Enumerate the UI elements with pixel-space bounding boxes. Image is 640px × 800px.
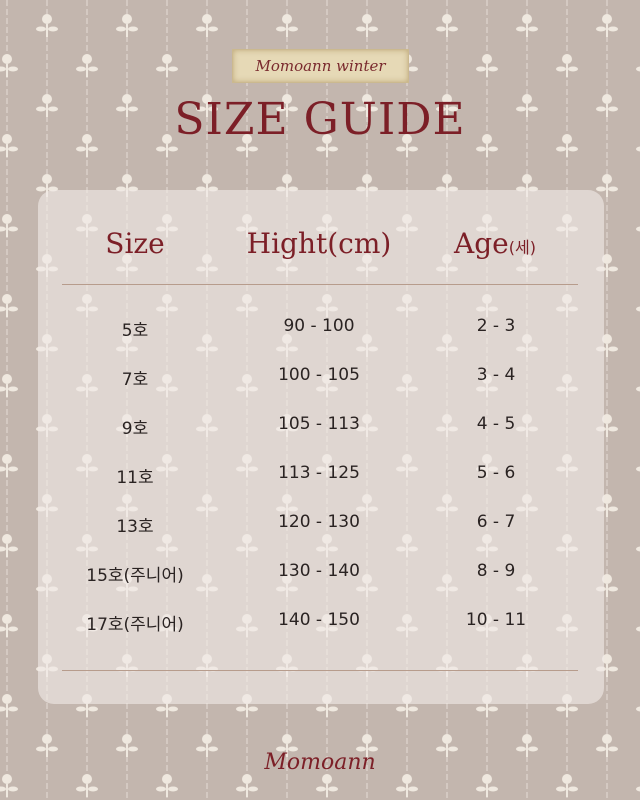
brand-badge: Momoann winter bbox=[232, 49, 409, 83]
page-title: SIZE GUIDE bbox=[174, 94, 466, 145]
badge-text: Momoann winter bbox=[255, 57, 386, 75]
cell-size: 13호 bbox=[116, 517, 154, 537]
cell-height: 105 - 113 bbox=[278, 414, 360, 434]
cell-age: 2 - 3 bbox=[476, 316, 516, 336]
cell-height: 130 - 140 bbox=[278, 561, 360, 581]
table-row: 13호 120 - 130 6 - 7 bbox=[0, 512, 640, 542]
header-age: Age(세) bbox=[420, 227, 570, 260]
footer-brand: Momoann bbox=[264, 750, 376, 775]
header-age-label: Age bbox=[454, 227, 509, 260]
header-size: Size bbox=[105, 227, 165, 260]
size-table-panel bbox=[38, 190, 604, 704]
header-divider bbox=[62, 284, 578, 285]
cell-age: 4 - 5 bbox=[476, 414, 516, 434]
footer-divider bbox=[62, 670, 578, 671]
table-row: 15호(주니어) 130 - 140 8 - 9 bbox=[0, 561, 640, 591]
table-row: 9호 105 - 113 4 - 5 bbox=[0, 414, 640, 444]
cell-age: 10 - 11 bbox=[465, 610, 527, 630]
cell-age: 6 - 7 bbox=[476, 512, 516, 532]
cell-height: 113 - 125 bbox=[278, 463, 360, 483]
cell-age: 8 - 9 bbox=[476, 561, 516, 581]
cell-height: 120 - 130 bbox=[278, 512, 360, 532]
cell-size: 5호 bbox=[121, 321, 149, 341]
cell-size: 7호 bbox=[121, 370, 149, 390]
cell-height: 100 - 105 bbox=[278, 365, 360, 385]
cell-age: 3 - 4 bbox=[476, 365, 516, 385]
header-height: Hight(cm) bbox=[246, 227, 392, 260]
cell-height: 90 - 100 bbox=[283, 316, 355, 336]
table-row: 11호 113 - 125 5 - 6 bbox=[0, 463, 640, 493]
cell-size: 11호 bbox=[116, 468, 154, 488]
header-age-unit: (세) bbox=[508, 238, 536, 257]
table-row: 17호(주니어) 140 - 150 10 - 11 bbox=[0, 610, 640, 640]
cell-age: 5 - 6 bbox=[476, 463, 516, 483]
cell-size: 9호 bbox=[121, 419, 149, 439]
cell-size: 17호(주니어) bbox=[86, 615, 184, 635]
cell-size: 15호(주니어) bbox=[86, 566, 184, 586]
cell-height: 140 - 150 bbox=[278, 610, 360, 630]
table-row: 5호 90 - 100 2 - 3 bbox=[0, 316, 640, 346]
table-row: 7호 100 - 105 3 - 4 bbox=[0, 365, 640, 395]
